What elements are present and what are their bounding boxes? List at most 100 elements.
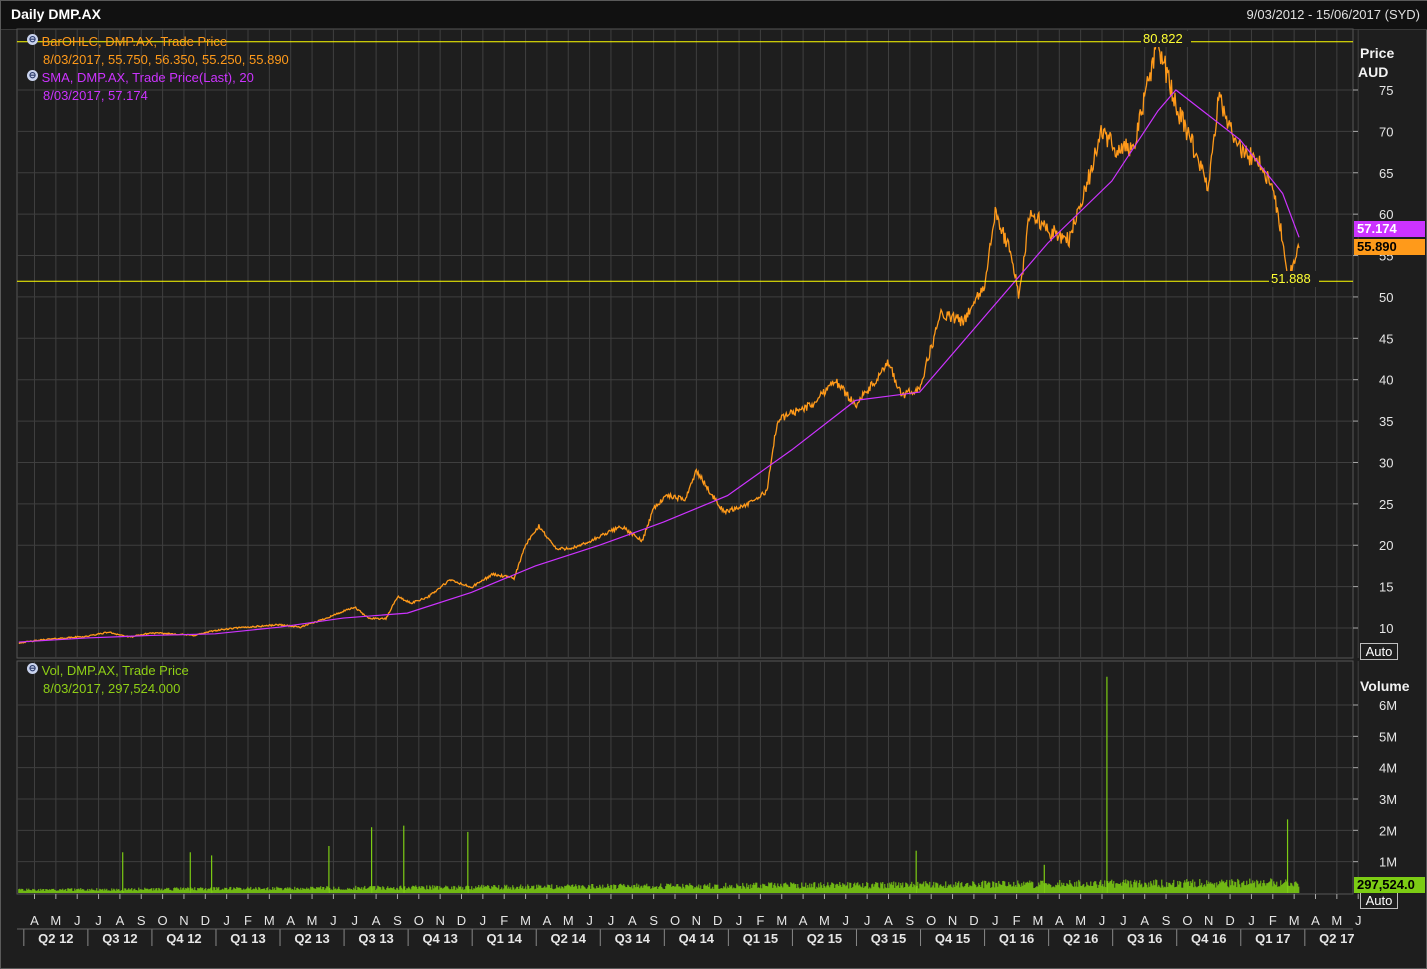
x-month-label: O bbox=[1182, 913, 1192, 928]
x-quarter-label: Q1 14 bbox=[486, 931, 522, 946]
x-month-label: D bbox=[713, 913, 722, 928]
x-month-label: D bbox=[457, 913, 466, 928]
x-quarter-label: Q4 16 bbox=[1191, 931, 1226, 946]
price-panel bbox=[16, 28, 1354, 659]
x-month-label: A bbox=[799, 913, 808, 928]
x-month-label: J bbox=[1120, 913, 1127, 928]
x-month-label: M bbox=[50, 913, 61, 928]
legend-sma-icon[interactable]: ⊖ bbox=[27, 70, 38, 81]
x-month-label: A bbox=[116, 913, 125, 928]
x-month-label: A bbox=[286, 913, 295, 928]
x-quarter-label: Q2 16 bbox=[1063, 931, 1098, 946]
date-range: 9/03/2012 - 15/06/2017 (SYD) bbox=[1246, 7, 1420, 22]
x-month-label: J bbox=[864, 913, 871, 928]
price-auto-button[interactable]: Auto bbox=[1360, 643, 1398, 660]
x-month-label: S bbox=[649, 913, 658, 928]
legend-sma-values: 8/03/2017, 57.174 bbox=[43, 88, 148, 103]
x-quarter-label: Q4 15 bbox=[935, 931, 970, 946]
x-month-label: A bbox=[30, 913, 39, 928]
legend-bar-icon[interactable]: ⊖ bbox=[27, 34, 38, 45]
price-axis-title: Price bbox=[1360, 45, 1395, 61]
x-quarter-label: Q2 13 bbox=[294, 931, 329, 946]
x-quarter-label: Q3 15 bbox=[871, 931, 906, 946]
x-month-label: M bbox=[819, 913, 830, 928]
legend-volume-values: 8/03/2017, 297,524.000 bbox=[43, 681, 181, 696]
y-price-label: 20 bbox=[1379, 538, 1393, 553]
volume-auto-button[interactable]: Auto bbox=[1360, 892, 1398, 909]
x-month-label: A bbox=[628, 913, 637, 928]
x-month-label: M bbox=[264, 913, 275, 928]
x-month-label: M bbox=[520, 913, 531, 928]
x-month-label: J bbox=[843, 913, 850, 928]
y-price-label: 65 bbox=[1379, 166, 1393, 181]
y-price-label: 40 bbox=[1379, 373, 1393, 388]
sma-line bbox=[18, 89, 1300, 643]
legend-sma-label: SMA, DMP.AX, Trade Price(Last), 20 bbox=[41, 70, 254, 85]
x-month-label: J bbox=[1355, 913, 1362, 928]
x-quarter-label: Q2 12 bbox=[38, 931, 73, 946]
x-month-label: A bbox=[1140, 913, 1149, 928]
legend-bar-label: BarOHLC, DMP.AX, Trade Price bbox=[41, 34, 228, 49]
x-month-label: S bbox=[393, 913, 402, 928]
x-month-label: F bbox=[756, 913, 764, 928]
x-month-label: D bbox=[969, 913, 978, 928]
x-month-label: F bbox=[500, 913, 508, 928]
x-month-label: A bbox=[1311, 913, 1320, 928]
price-line bbox=[18, 35, 1300, 644]
legend-volume-icon[interactable]: ⊖ bbox=[27, 663, 38, 674]
x-month-label: J bbox=[586, 913, 593, 928]
x-month-label: N bbox=[179, 913, 188, 928]
price-axis-unit: AUD bbox=[1358, 64, 1389, 80]
x-quarter-label: Q4 14 bbox=[679, 931, 715, 946]
legend-volume: ⊖ Vol, DMP.AX, Trade Price 8/03/2017, 29… bbox=[27, 662, 189, 698]
y-price-label: 70 bbox=[1379, 124, 1393, 139]
y-volume-label: 6M bbox=[1379, 698, 1397, 713]
y-price-label: 15 bbox=[1379, 580, 1393, 595]
x-month-label: J bbox=[223, 913, 230, 928]
x-month-label: M bbox=[1075, 913, 1086, 928]
x-quarter-label: Q3 14 bbox=[615, 931, 651, 946]
x-quarter-label: Q3 12 bbox=[102, 931, 137, 946]
x-month-label: M bbox=[1033, 913, 1044, 928]
x-month-label: N bbox=[435, 913, 444, 928]
legend-volume-label: Vol, DMP.AX, Trade Price bbox=[41, 663, 189, 678]
chart-title: Daily DMP.AX bbox=[11, 6, 101, 22]
legend-sma: ⊖ SMA, DMP.AX, Trade Price(Last), 20 8/0… bbox=[27, 69, 254, 105]
grid-lines bbox=[16, 28, 1359, 895]
volume-last-tag: 297,524.0 bbox=[1354, 877, 1425, 893]
y-volume-label: 5M bbox=[1379, 729, 1397, 744]
y-price-label: 60 bbox=[1379, 207, 1393, 222]
x-month-label: A bbox=[1055, 913, 1064, 928]
x-month-label: A bbox=[884, 913, 893, 928]
x-month-label: M bbox=[1331, 913, 1342, 928]
x-month-label: J bbox=[608, 913, 615, 928]
y-price-label: 10 bbox=[1379, 621, 1393, 636]
x-month-label: J bbox=[480, 913, 487, 928]
x-month-label: O bbox=[670, 913, 680, 928]
x-month-label: J bbox=[1248, 913, 1255, 928]
volume-axis-title: Volume bbox=[1360, 678, 1410, 694]
legend-bar: ⊖ BarOHLC, DMP.AX, Trade Price 8/03/2017… bbox=[27, 33, 289, 69]
x-month-label: O bbox=[414, 913, 424, 928]
volume-bars bbox=[18, 676, 1300, 893]
x-month-label: O bbox=[158, 913, 168, 928]
legend-bar-values: 8/03/2017, 55.750, 56.350, 55.250, 55.89… bbox=[43, 52, 289, 67]
x-quarter-label: Q4 13 bbox=[422, 931, 457, 946]
x-quarter-label: Q2 14 bbox=[551, 931, 587, 946]
x-quarter-label: Q1 17 bbox=[1255, 931, 1290, 946]
y-volume-label: 4M bbox=[1379, 761, 1397, 776]
x-month-label: O bbox=[926, 913, 936, 928]
y-volume-label: 3M bbox=[1379, 792, 1397, 807]
low-level-label: 51.888 bbox=[1269, 271, 1319, 287]
y-price-label: 75 bbox=[1379, 83, 1393, 98]
x-quarter-label: Q2 17 bbox=[1319, 931, 1354, 946]
x-month-label: J bbox=[352, 913, 359, 928]
x-month-label: J bbox=[1099, 913, 1106, 928]
x-month-label: A bbox=[372, 913, 381, 928]
y-price-label: 30 bbox=[1379, 455, 1393, 470]
level-lines bbox=[17, 41, 1353, 282]
y-price-label: 50 bbox=[1379, 290, 1393, 305]
x-month-label: S bbox=[906, 913, 915, 928]
